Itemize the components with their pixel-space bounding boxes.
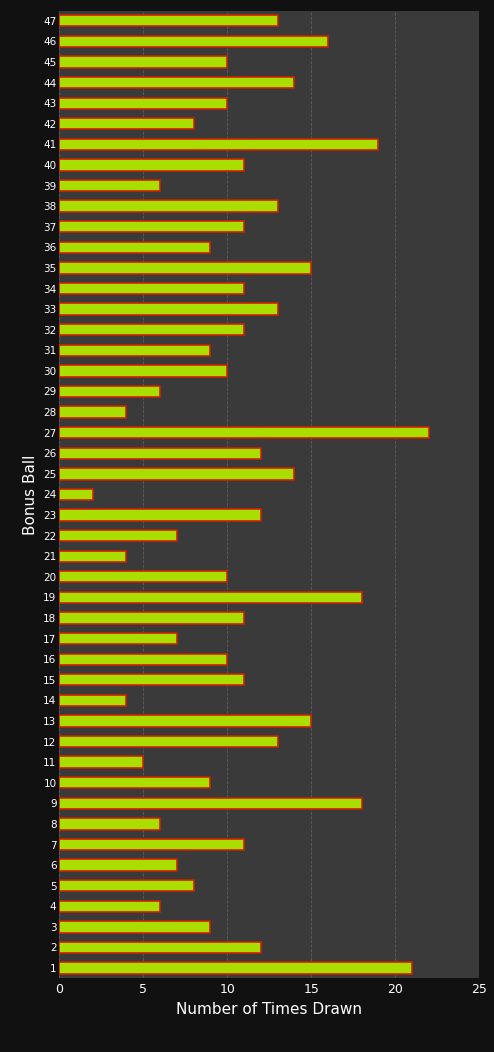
Bar [59, 345, 210, 356]
Bar [59, 509, 261, 521]
Bar [59, 612, 244, 624]
Bar [59, 77, 294, 88]
X-axis label: Number of Times Drawn: Number of Times Drawn [176, 1002, 362, 1017]
Bar [59, 365, 227, 377]
Bar [59, 221, 244, 232]
Bar [59, 591, 362, 603]
Bar [59, 756, 143, 768]
Bar [59, 159, 244, 170]
Bar [59, 139, 378, 150]
Bar [59, 36, 328, 47]
Bar [59, 736, 278, 747]
Bar [59, 715, 311, 727]
Y-axis label: Bonus Ball: Bonus Ball [23, 454, 38, 534]
Bar [59, 571, 227, 583]
Bar [59, 98, 227, 108]
Bar [59, 386, 160, 398]
Bar [59, 550, 126, 562]
Bar [59, 674, 244, 686]
Bar [59, 489, 93, 500]
Bar [59, 406, 126, 418]
Bar [59, 633, 177, 644]
Bar [59, 653, 227, 665]
Bar [59, 468, 294, 480]
Bar [59, 427, 429, 439]
Bar [59, 694, 126, 706]
Bar [59, 901, 160, 912]
Bar [59, 283, 244, 295]
Bar [59, 922, 210, 932]
Bar [59, 324, 244, 336]
Bar [59, 881, 194, 891]
Bar [59, 57, 227, 67]
Bar [59, 201, 278, 211]
Bar [59, 262, 311, 274]
Bar [59, 963, 412, 974]
Bar [59, 242, 210, 252]
Bar [59, 942, 261, 953]
Bar [59, 447, 261, 459]
Bar [59, 838, 244, 850]
Bar [59, 777, 210, 788]
Bar [59, 303, 278, 315]
Bar [59, 859, 177, 871]
Bar [59, 797, 362, 809]
Bar [59, 118, 194, 129]
Bar [59, 818, 160, 830]
Bar [59, 530, 177, 542]
Bar [59, 15, 278, 26]
Bar [59, 180, 160, 191]
